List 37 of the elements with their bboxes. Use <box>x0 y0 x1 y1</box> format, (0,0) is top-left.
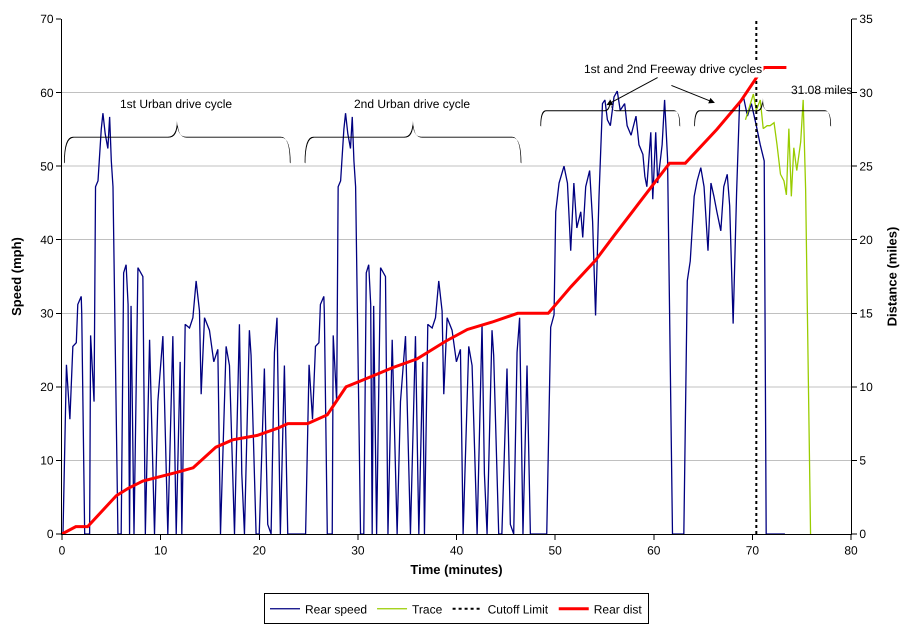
y-tick-label: 50 <box>40 159 54 174</box>
y2-tick-label: 30 <box>859 86 874 100</box>
y2-tick-label: 15 <box>859 306 874 320</box>
annotation: 1st Urban drive cycle <box>120 97 232 111</box>
legend-label: Rear dist <box>594 602 642 616</box>
y2-tick-label: 20 <box>859 232 874 247</box>
x-tick-label: 60 <box>647 543 661 558</box>
y-axis-title: Speed (mph) <box>9 237 24 316</box>
legend-label: Rear speed <box>305 602 368 616</box>
legend-label: Trace <box>412 602 443 616</box>
y2-axis-title: Distance (miles) <box>884 226 900 326</box>
x-tick-label: 10 <box>154 543 168 558</box>
x-axis-title: Time (minutes) <box>410 562 503 577</box>
x-tick-label: 50 <box>548 543 562 558</box>
y2-tick-label: 0 <box>859 527 866 542</box>
y2-tick-label: 25 <box>859 159 874 174</box>
annotation: 31.08 miles <box>791 83 852 97</box>
legend-label: Cutoff Limit <box>488 602 549 616</box>
y-tick-label: 30 <box>40 306 54 320</box>
y-tick-label: 20 <box>40 380 54 394</box>
x-tick-label: 20 <box>252 543 266 558</box>
annotation: 1st and 2nd Freeway drive cycles <box>584 62 762 76</box>
y2-tick-label: 10 <box>859 380 874 394</box>
y2-tick-label: 35 <box>859 12 874 26</box>
y-tick-label: 60 <box>40 86 54 100</box>
line-series <box>744 93 812 534</box>
y-tick-label: 70 <box>40 12 54 26</box>
y2-tick-label: 5 <box>859 454 866 468</box>
y-tick-label: 0 <box>46 527 54 542</box>
x-tick-label: 30 <box>351 543 365 558</box>
y-tick-label: 40 <box>40 232 54 247</box>
x-tick-label: 0 <box>58 543 66 558</box>
x-tick-label: 40 <box>450 543 464 558</box>
x-tick-label: 80 <box>844 543 858 558</box>
annotation: 2nd Urban drive cycle <box>354 97 470 111</box>
y-tick-label: 10 <box>40 454 54 468</box>
x-tick-label: 70 <box>746 543 760 558</box>
